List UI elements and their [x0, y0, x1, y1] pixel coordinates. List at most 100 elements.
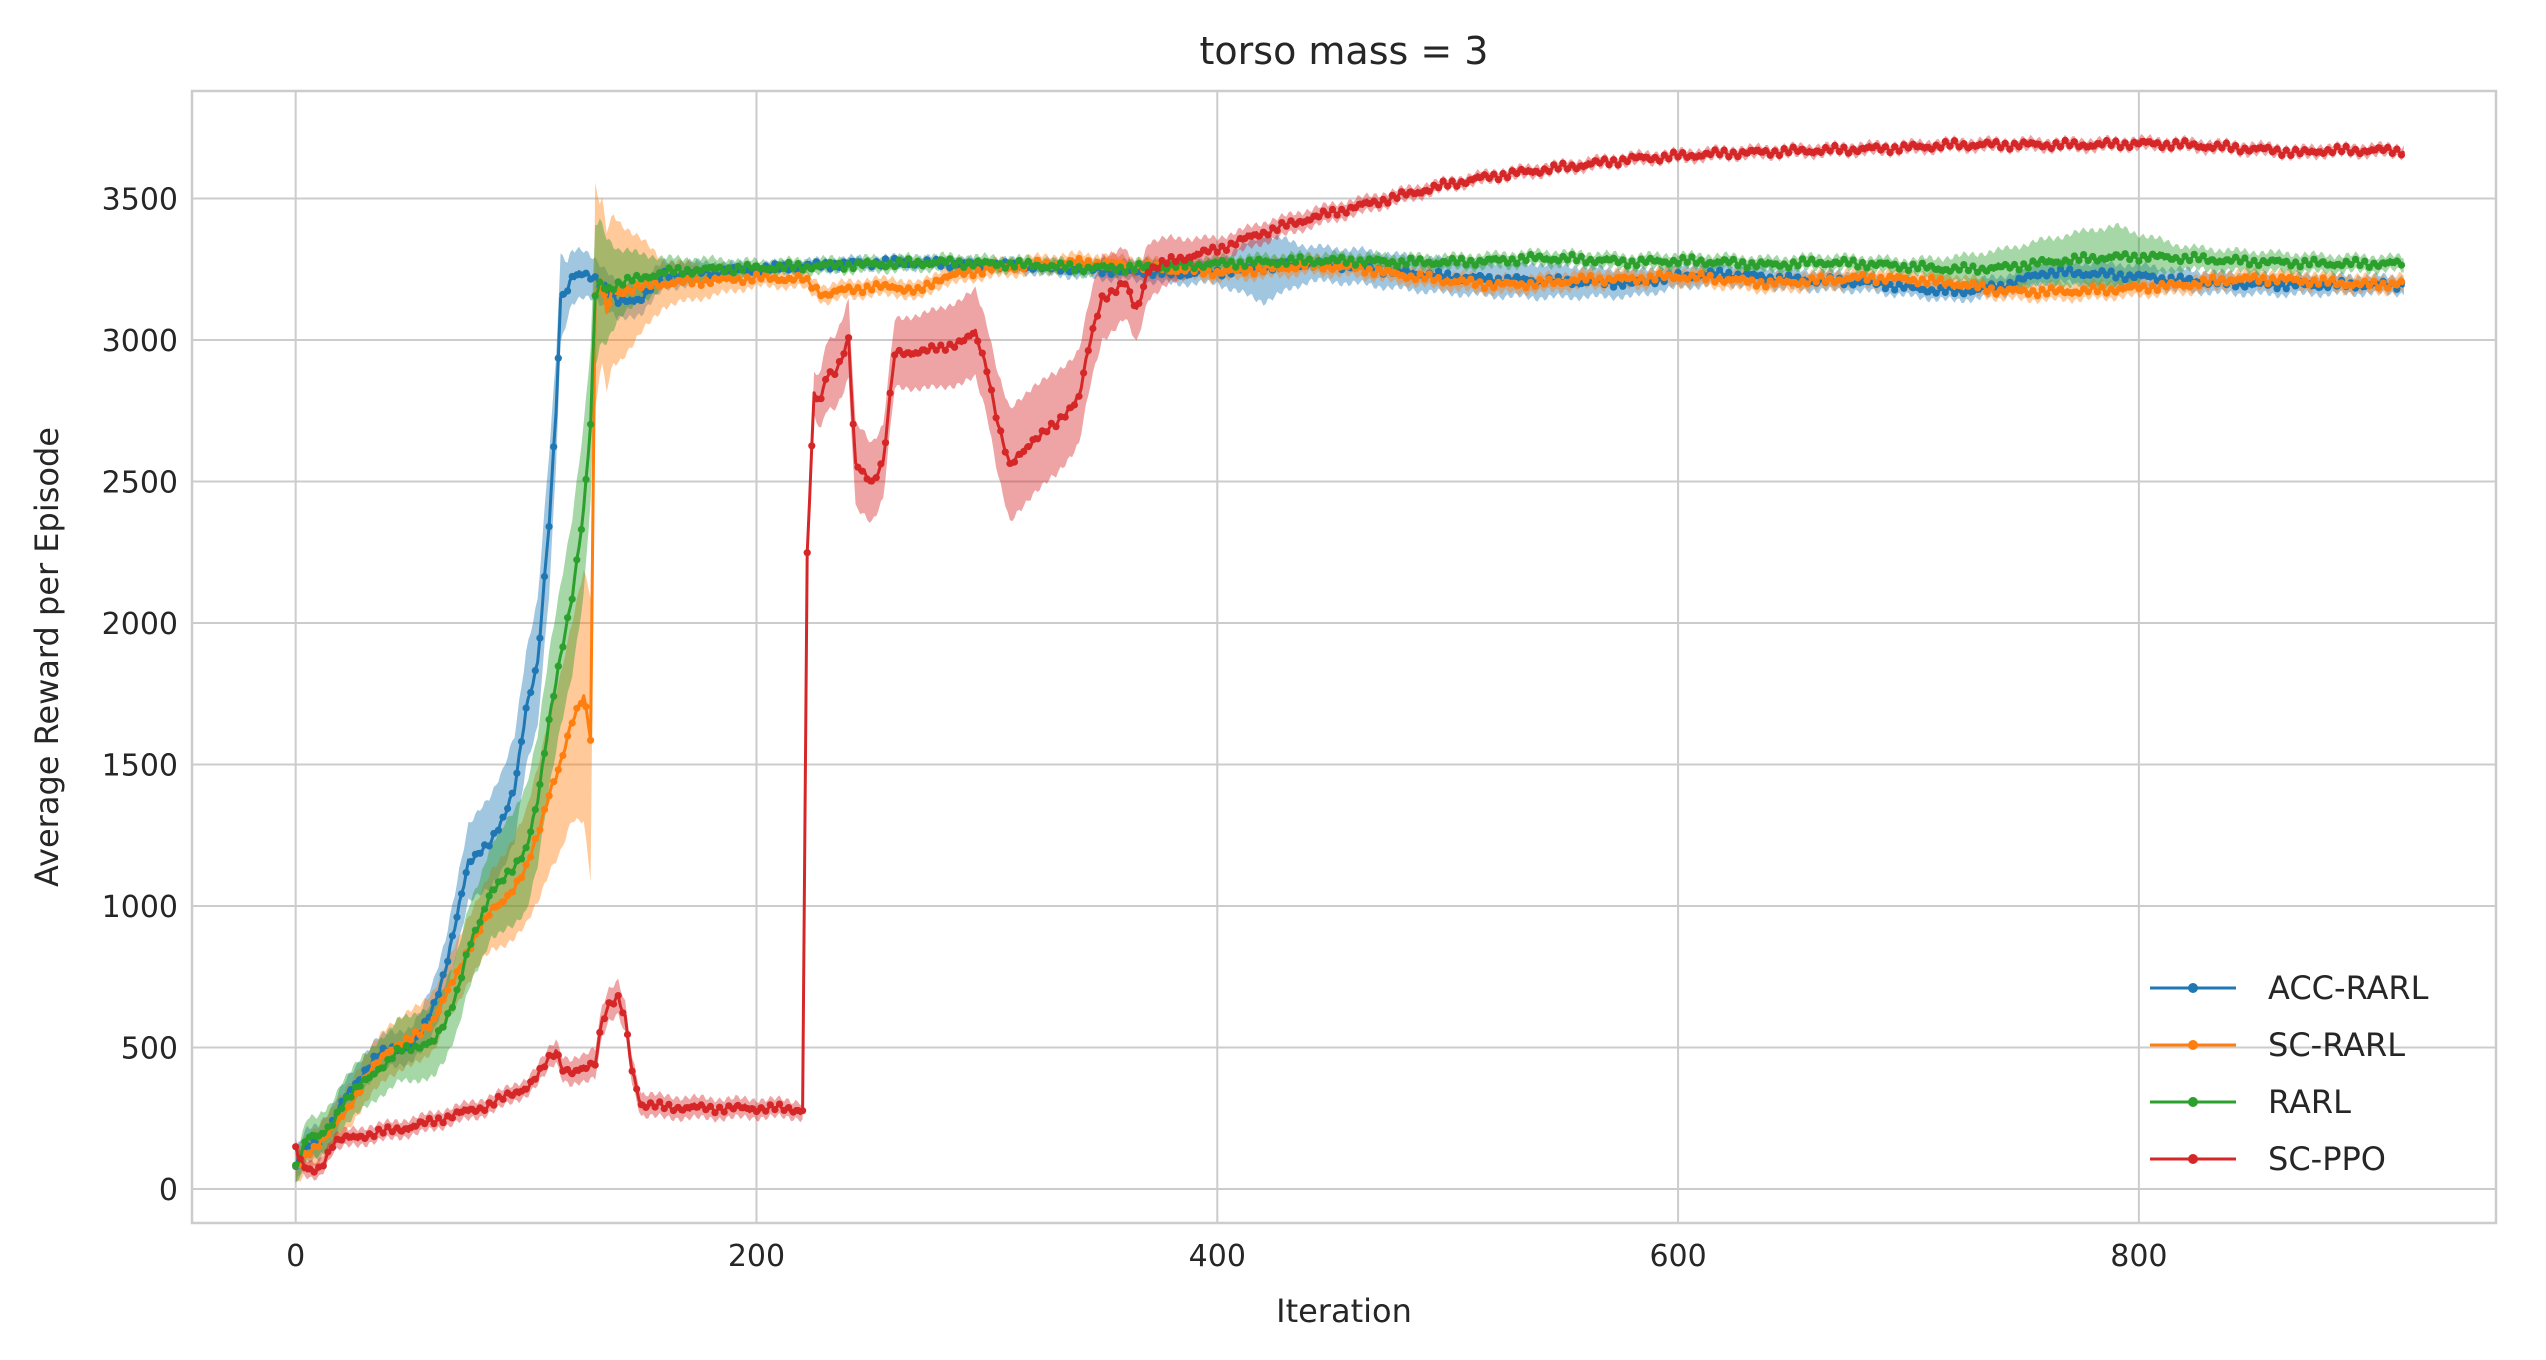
data-point — [2315, 280, 2323, 288]
data-point — [1881, 143, 1889, 151]
data-point — [1914, 265, 1922, 273]
data-point — [1402, 261, 1410, 269]
data-point — [2255, 278, 2263, 286]
data-point — [1674, 153, 1682, 161]
data-point — [1927, 145, 1936, 153]
data-point — [2273, 285, 2281, 293]
data-point — [1121, 268, 1129, 276]
series-sc-ppo — [292, 136, 2406, 1176]
data-point — [2066, 259, 2074, 267]
data-point — [1798, 255, 1807, 263]
data-point — [1292, 258, 1300, 267]
data-point — [1780, 145, 1788, 153]
legend: ACC-RARL SC-RARL RARL SC-PPO — [2150, 969, 2429, 1178]
data-point — [1453, 259, 1461, 267]
data-point — [960, 263, 968, 271]
data-point — [499, 877, 507, 885]
data-point — [1259, 267, 1267, 276]
data-point — [1729, 255, 1737, 263]
data-point — [2282, 257, 2290, 265]
data-point — [2126, 256, 2134, 264]
data-point — [1342, 259, 1350, 267]
data-point — [1222, 246, 1231, 255]
data-point — [338, 1113, 346, 1121]
data-point — [2176, 272, 2184, 280]
data-point — [1001, 264, 1009, 272]
data-point — [453, 986, 461, 994]
data-point — [2273, 145, 2281, 153]
data-point — [2167, 273, 2175, 281]
data-point — [568, 719, 576, 727]
data-point — [2116, 144, 2124, 152]
data-point — [1785, 271, 1793, 279]
data-point — [2393, 145, 2401, 153]
data-point — [550, 443, 558, 451]
data-point — [554, 1051, 562, 1059]
data-point — [886, 389, 894, 397]
data-point — [1020, 262, 1028, 270]
tick-labels: 0 200 400 600 800 0 500 1000 1500 2000 2500 3000 350… — [102, 183, 2168, 1274]
data-point — [1140, 283, 1148, 291]
data-point — [347, 1093, 355, 1101]
data-point — [1812, 278, 1820, 286]
data-point — [582, 1064, 590, 1073]
data-point — [1835, 148, 1843, 156]
data-point — [1679, 149, 1687, 157]
data-point — [1425, 270, 1433, 278]
data-point — [2075, 289, 2083, 297]
data-point — [1628, 273, 1636, 282]
data-point — [2121, 276, 2129, 284]
data-point — [858, 467, 867, 475]
data-point — [301, 1138, 309, 1146]
data-point — [706, 280, 715, 288]
data-point — [1997, 144, 2005, 152]
data-point — [328, 1121, 337, 1129]
data-point — [951, 261, 959, 269]
data-point — [2107, 267, 2115, 275]
data-point — [434, 1114, 443, 1122]
data-point — [1840, 255, 1848, 263]
data-point — [1513, 170, 1521, 178]
data-point — [619, 281, 627, 289]
data-point — [1762, 283, 1770, 291]
data-point — [448, 978, 456, 987]
data-point — [2370, 277, 2378, 285]
data-point — [679, 278, 687, 287]
data-point — [1729, 148, 1737, 156]
data-point — [771, 266, 779, 274]
data-point — [2282, 146, 2290, 154]
data-point — [941, 346, 950, 354]
data-point — [1444, 182, 1452, 190]
series-lines — [292, 136, 2406, 1176]
data-point — [808, 442, 816, 450]
data-point — [1070, 401, 1078, 409]
data-point — [462, 869, 470, 877]
data-point — [849, 420, 857, 428]
data-point — [1974, 268, 1982, 276]
data-point — [840, 265, 848, 273]
data-point — [1914, 280, 1922, 288]
data-point — [1204, 248, 1212, 256]
data-point — [734, 262, 742, 270]
data-point — [1845, 260, 1853, 268]
data-point — [1476, 278, 1484, 286]
data-point — [2033, 292, 2042, 300]
data-point — [453, 968, 461, 976]
data-point — [633, 1085, 641, 1093]
data-point — [1126, 288, 1134, 296]
data-point — [545, 523, 553, 531]
data-point — [522, 861, 530, 869]
data-point — [1794, 262, 1802, 270]
data-point — [481, 1106, 489, 1115]
data-point — [1872, 279, 1880, 287]
data-point — [665, 1100, 673, 1108]
data-point — [1480, 284, 1489, 292]
data-point — [1752, 282, 1760, 290]
legend-item: SC-PPO — [2150, 1140, 2386, 1178]
data-point — [2292, 145, 2300, 154]
data-point — [1434, 267, 1443, 275]
data-point — [434, 1008, 443, 1016]
data-point — [2070, 138, 2078, 146]
data-point — [904, 284, 913, 292]
data-point — [1411, 276, 1419, 284]
